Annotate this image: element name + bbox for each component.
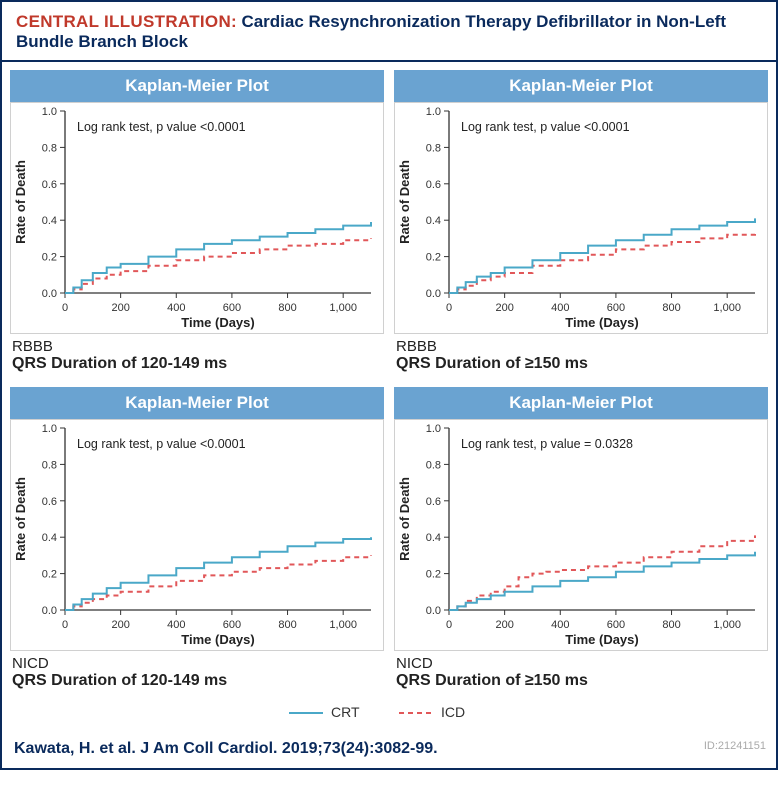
svg-text:400: 400 — [551, 619, 569, 631]
svg-text:0.0: 0.0 — [42, 605, 57, 617]
svg-text:0.0: 0.0 — [42, 288, 57, 300]
caption-line-1: NICD — [12, 655, 382, 672]
panel-title-bar: Kaplan-Meier Plot — [10, 70, 384, 102]
svg-text:Rate of Death: Rate of Death — [397, 160, 412, 244]
svg-text:0.6: 0.6 — [426, 496, 441, 508]
svg-text:ICD: ICD — [441, 704, 465, 720]
svg-text:0.2: 0.2 — [426, 252, 441, 264]
km-chart-svg: 0.0 0.2 0.4 0.6 0.8 1.0 0 200 400 600 800 1,000 Time… — [395, 103, 765, 333]
svg-text:200: 200 — [495, 302, 513, 314]
chart-box: 0.0 0.2 0.4 0.6 0.8 1.0 0 200 400 600 800 1,000 Time… — [10, 419, 384, 651]
svg-text:1,000: 1,000 — [713, 302, 741, 314]
panel-title-bar: Kaplan-Meier Plot — [394, 387, 768, 419]
km-chart-svg: 0.0 0.2 0.4 0.6 0.8 1.0 0 200 400 600 800 1,000 Time… — [11, 103, 381, 333]
svg-text:0.0: 0.0 — [426, 288, 441, 300]
panel-p4: Kaplan-Meier Plot 0.0 0.2 0.4 0.6 0.8 1.0 0 200… — [394, 387, 768, 698]
svg-text:800: 800 — [662, 619, 680, 631]
svg-text:0.8: 0.8 — [42, 459, 57, 471]
figure-title-prefix: CENTRAL ILLUSTRATION: — [16, 12, 237, 31]
svg-text:0.4: 0.4 — [426, 215, 441, 227]
svg-text:0: 0 — [446, 302, 452, 314]
panel-caption: NICD QRS Duration of 120-149 ms — [10, 651, 384, 698]
svg-text:200: 200 — [111, 619, 129, 631]
svg-text:600: 600 — [223, 619, 241, 631]
panel-grid: Kaplan-Meier Plot 0.0 0.2 0.4 0.6 0.8 1.0 0 200… — [2, 62, 776, 700]
svg-text:800: 800 — [662, 302, 680, 314]
svg-text:200: 200 — [111, 302, 129, 314]
citation: Kawata, H. et al. J Am Coll Cardiol. 201… — [2, 732, 776, 768]
svg-text:0.8: 0.8 — [426, 459, 441, 471]
svg-text:0.0: 0.0 — [426, 605, 441, 617]
svg-text:1.0: 1.0 — [426, 423, 441, 435]
svg-text:Log rank test, p value = 0.032: Log rank test, p value = 0.0328 — [461, 437, 633, 451]
svg-text:600: 600 — [607, 302, 625, 314]
svg-text:0: 0 — [62, 302, 68, 314]
svg-text:1.0: 1.0 — [426, 106, 441, 118]
svg-text:Rate of Death: Rate of Death — [13, 477, 28, 561]
svg-text:0.6: 0.6 — [426, 179, 441, 191]
svg-text:400: 400 — [167, 619, 185, 631]
central-illustration-figure: CENTRAL ILLUSTRATION: Cardiac Resynchron… — [0, 0, 778, 770]
svg-text:0: 0 — [62, 619, 68, 631]
svg-text:0.4: 0.4 — [426, 532, 441, 544]
legend: CRT ICD — [2, 700, 776, 732]
svg-text:1.0: 1.0 — [42, 423, 57, 435]
svg-text:Log rank test, p value <0.0001: Log rank test, p value <0.0001 — [77, 437, 246, 451]
svg-text:600: 600 — [607, 619, 625, 631]
svg-text:1,000: 1,000 — [713, 619, 741, 631]
svg-text:400: 400 — [551, 302, 569, 314]
svg-text:1,000: 1,000 — [329, 302, 357, 314]
svg-text:1.0: 1.0 — [42, 106, 57, 118]
svg-text:0.6: 0.6 — [42, 179, 57, 191]
svg-text:Time (Days): Time (Days) — [181, 632, 254, 647]
svg-text:0.4: 0.4 — [42, 532, 57, 544]
chart-box: 0.0 0.2 0.4 0.6 0.8 1.0 0 200 400 600 800 1,000 Time… — [394, 102, 768, 334]
km-chart-svg: 0.0 0.2 0.4 0.6 0.8 1.0 0 200 400 600 800 1,000 Time… — [395, 420, 765, 650]
chart-box: 0.0 0.2 0.4 0.6 0.8 1.0 0 200 400 600 800 1,000 Time… — [394, 419, 768, 651]
panel-p1: Kaplan-Meier Plot 0.0 0.2 0.4 0.6 0.8 1.0 0 200… — [10, 70, 384, 381]
svg-text:0.4: 0.4 — [42, 215, 57, 227]
svg-text:800: 800 — [278, 619, 296, 631]
panel-title-bar: Kaplan-Meier Plot — [10, 387, 384, 419]
caption-line-1: NICD — [396, 655, 766, 672]
svg-text:0: 0 — [446, 619, 452, 631]
svg-text:Time (Days): Time (Days) — [565, 632, 638, 647]
km-chart-svg: 0.0 0.2 0.4 0.6 0.8 1.0 0 200 400 600 800 1,000 Time… — [11, 420, 381, 650]
caption-line-2: QRS Duration of ≥150 ms — [396, 672, 766, 690]
caption-line-2: QRS Duration of ≥150 ms — [396, 355, 766, 373]
svg-text:0.2: 0.2 — [42, 569, 57, 581]
svg-text:Rate of Death: Rate of Death — [13, 160, 28, 244]
svg-text:0.2: 0.2 — [42, 252, 57, 264]
svg-text:Time (Days): Time (Days) — [181, 315, 254, 330]
caption-line-2: QRS Duration of 120-149 ms — [12, 672, 382, 690]
panel-caption: RBBB QRS Duration of ≥150 ms — [394, 334, 768, 381]
caption-line-1: RBBB — [396, 338, 766, 355]
svg-text:Log rank test, p value <0.0001: Log rank test, p value <0.0001 — [77, 120, 246, 134]
svg-text:Rate of Death: Rate of Death — [397, 477, 412, 561]
caption-line-2: QRS Duration of 120-149 ms — [12, 355, 382, 373]
svg-text:Time (Days): Time (Days) — [565, 315, 638, 330]
panel-p2: Kaplan-Meier Plot 0.0 0.2 0.4 0.6 0.8 1.0 0 200… — [394, 70, 768, 381]
svg-text:0.2: 0.2 — [426, 569, 441, 581]
svg-text:0.8: 0.8 — [42, 142, 57, 154]
panel-title-bar: Kaplan-Meier Plot — [394, 70, 768, 102]
panel-p3: Kaplan-Meier Plot 0.0 0.2 0.4 0.6 0.8 1.0 0 200… — [10, 387, 384, 698]
svg-text:Log rank test, p value <0.0001: Log rank test, p value <0.0001 — [461, 120, 630, 134]
watermark-text: ID:21241151 — [704, 740, 766, 752]
svg-text:0.8: 0.8 — [426, 142, 441, 154]
svg-text:600: 600 — [223, 302, 241, 314]
panel-caption: RBBB QRS Duration of 120-149 ms — [10, 334, 384, 381]
svg-text:200: 200 — [495, 619, 513, 631]
svg-text:400: 400 — [167, 302, 185, 314]
svg-text:1,000: 1,000 — [329, 619, 357, 631]
svg-text:CRT: CRT — [331, 704, 360, 720]
legend-svg: CRT ICD — [259, 704, 519, 722]
svg-text:800: 800 — [278, 302, 296, 314]
caption-line-1: RBBB — [12, 338, 382, 355]
figure-title-block: CENTRAL ILLUSTRATION: Cardiac Resynchron… — [2, 2, 776, 62]
chart-box: 0.0 0.2 0.4 0.6 0.8 1.0 0 200 400 600 800 1,000 Time… — [10, 102, 384, 334]
panel-caption: NICD QRS Duration of ≥150 ms — [394, 651, 768, 698]
svg-text:0.6: 0.6 — [42, 496, 57, 508]
